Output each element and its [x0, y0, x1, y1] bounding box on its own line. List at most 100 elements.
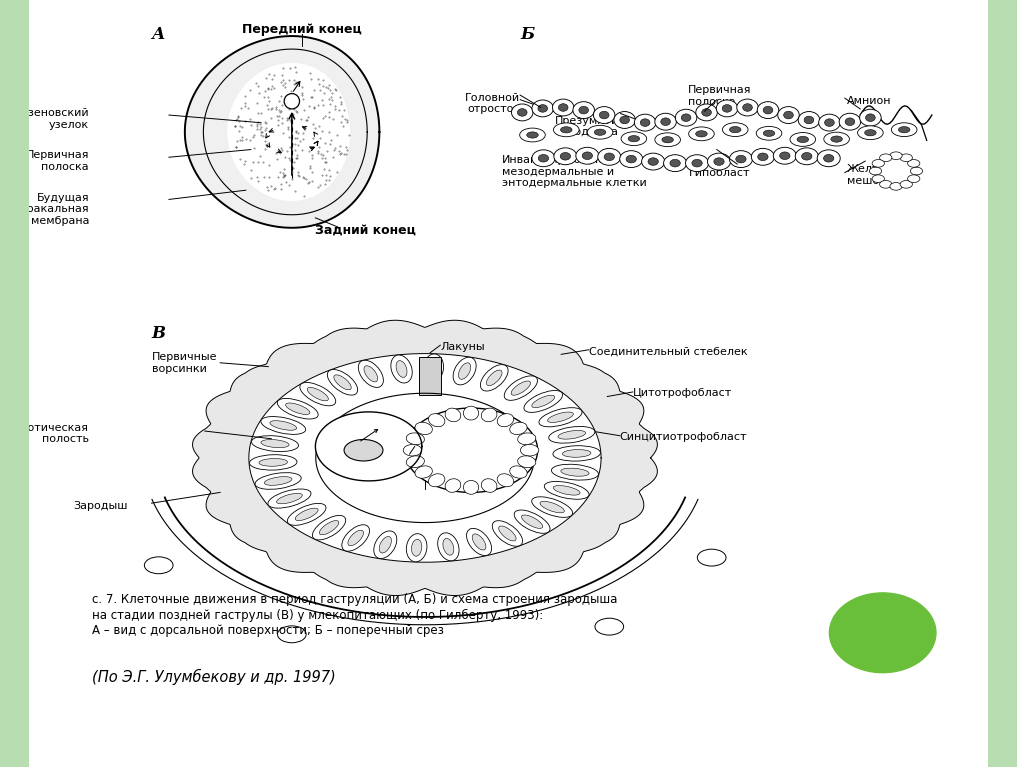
- Ellipse shape: [334, 375, 351, 390]
- Ellipse shape: [588, 125, 612, 139]
- Ellipse shape: [344, 439, 383, 461]
- Ellipse shape: [348, 530, 364, 546]
- Ellipse shape: [583, 152, 593, 160]
- Bar: [988, 0, 1017, 767]
- Ellipse shape: [391, 355, 413, 383]
- Ellipse shape: [553, 99, 573, 116]
- Ellipse shape: [876, 156, 916, 186]
- Ellipse shape: [620, 116, 630, 123]
- Ellipse shape: [723, 123, 748, 137]
- Ellipse shape: [531, 395, 555, 407]
- Ellipse shape: [662, 137, 674, 143]
- Ellipse shape: [756, 127, 782, 140]
- Ellipse shape: [779, 152, 790, 160]
- Text: Задний конец: Задний конец: [315, 224, 417, 236]
- Ellipse shape: [342, 525, 370, 551]
- Ellipse shape: [573, 102, 594, 119]
- Ellipse shape: [437, 533, 459, 561]
- Ellipse shape: [307, 387, 329, 401]
- Ellipse shape: [286, 403, 310, 414]
- Text: Амнион: Амнион: [847, 96, 891, 107]
- Ellipse shape: [692, 160, 702, 167]
- Ellipse shape: [595, 618, 624, 635]
- Ellipse shape: [255, 472, 301, 489]
- Ellipse shape: [520, 128, 545, 142]
- Ellipse shape: [763, 107, 773, 114]
- Ellipse shape: [880, 180, 892, 188]
- Text: на стадии поздней гаструлы (В) у млекопитающих (по Гилберту, 1993):: на стадии поздней гаструлы (В) у млекопи…: [92, 608, 544, 622]
- Ellipse shape: [773, 147, 797, 164]
- Ellipse shape: [486, 370, 502, 386]
- Ellipse shape: [758, 102, 778, 119]
- Text: с. 7. Клеточные движения в период гаструляции (А, Б) и схема строения зародыша: с. 7. Клеточные движения в период гастру…: [92, 594, 617, 606]
- Ellipse shape: [701, 109, 712, 117]
- Ellipse shape: [532, 100, 553, 117]
- Ellipse shape: [549, 426, 595, 443]
- Ellipse shape: [552, 464, 598, 480]
- Ellipse shape: [560, 127, 572, 133]
- Ellipse shape: [518, 433, 536, 445]
- Text: А: А: [152, 26, 165, 43]
- Ellipse shape: [526, 132, 539, 138]
- Ellipse shape: [407, 433, 424, 445]
- Ellipse shape: [708, 153, 730, 170]
- Ellipse shape: [845, 118, 855, 126]
- Text: Б: Б: [520, 26, 535, 43]
- Text: Первичные
ворсинки: Первичные ворсинки: [152, 352, 217, 374]
- Ellipse shape: [737, 99, 758, 116]
- Ellipse shape: [295, 509, 318, 521]
- Text: Зародыш: Зародыш: [74, 501, 128, 512]
- Text: Желточный
мешок: Желточный мешок: [380, 442, 450, 463]
- Ellipse shape: [575, 147, 599, 164]
- Ellipse shape: [520, 445, 539, 456]
- Ellipse shape: [374, 531, 397, 558]
- Ellipse shape: [598, 148, 621, 165]
- Ellipse shape: [676, 109, 696, 126]
- Text: Головной
отросток: Головной отросток: [465, 93, 520, 114]
- Ellipse shape: [660, 118, 671, 126]
- Ellipse shape: [553, 486, 580, 495]
- Text: Презумптивная
эктодерма: Презумптивная эктодерма: [555, 116, 646, 137]
- Polygon shape: [404, 408, 538, 492]
- Ellipse shape: [144, 557, 173, 574]
- Ellipse shape: [493, 521, 522, 546]
- Ellipse shape: [791, 133, 815, 146]
- Ellipse shape: [823, 154, 834, 162]
- Ellipse shape: [717, 100, 737, 117]
- Ellipse shape: [521, 515, 543, 528]
- Ellipse shape: [511, 381, 530, 395]
- Ellipse shape: [642, 153, 665, 170]
- Ellipse shape: [628, 136, 640, 142]
- Ellipse shape: [579, 107, 589, 114]
- Text: В: В: [152, 325, 166, 342]
- Ellipse shape: [763, 130, 775, 137]
- Ellipse shape: [900, 180, 912, 188]
- Ellipse shape: [613, 111, 635, 128]
- Ellipse shape: [517, 109, 527, 117]
- Ellipse shape: [802, 153, 812, 160]
- Ellipse shape: [481, 408, 497, 422]
- Text: Первичная
полоска: Первичная полоска: [26, 150, 89, 172]
- Ellipse shape: [860, 109, 881, 126]
- Ellipse shape: [261, 439, 289, 448]
- Ellipse shape: [554, 123, 580, 137]
- Ellipse shape: [261, 416, 305, 434]
- Ellipse shape: [472, 534, 486, 550]
- Text: (По Э.Г. Улумбекову и др. 1997): (По Э.Г. Улумбекову и др. 1997): [92, 668, 336, 685]
- Text: Желточный
мешок: Желточный мешок: [847, 164, 916, 186]
- Ellipse shape: [524, 390, 562, 413]
- Ellipse shape: [539, 154, 549, 162]
- Ellipse shape: [358, 360, 383, 387]
- Ellipse shape: [817, 150, 841, 166]
- Ellipse shape: [510, 466, 527, 478]
- Ellipse shape: [443, 538, 454, 555]
- Ellipse shape: [561, 468, 589, 476]
- Ellipse shape: [864, 130, 877, 136]
- Text: Синцитиотрофобласт: Синцитиотрофобласт: [620, 432, 748, 443]
- Ellipse shape: [539, 408, 582, 426]
- Ellipse shape: [407, 534, 427, 561]
- Ellipse shape: [840, 114, 860, 130]
- Ellipse shape: [872, 160, 885, 167]
- Ellipse shape: [890, 152, 902, 160]
- Ellipse shape: [670, 160, 680, 167]
